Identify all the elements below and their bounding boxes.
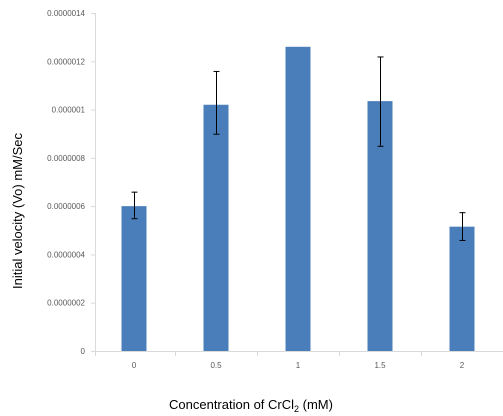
- bar-0.5: [203, 104, 229, 351]
- y-axis-title: Initial velocity (Vo) mM/Sec: [10, 132, 25, 289]
- y-tick-label: 0.0000002: [47, 299, 85, 308]
- y-tick-label: 0: [81, 347, 86, 356]
- bar-0: [121, 206, 147, 351]
- x-tick-label: 1.5: [374, 361, 386, 370]
- x-axis-title-suffix: (mM): [299, 397, 333, 412]
- bar-2: [449, 226, 475, 351]
- error-bar-2: [459, 212, 466, 241]
- x-tick-label: 1: [296, 361, 301, 370]
- y-tick-label: 0.0000006: [47, 202, 85, 211]
- x-tick-label: 0: [132, 361, 137, 370]
- y-tick-label: 0.0000012: [47, 57, 85, 66]
- x-tick-label: 2: [460, 361, 465, 370]
- y-axis-ticks: 0 0.0000002 0.0000004 0.0000006 0.0000008 0.0…: [47, 9, 95, 356]
- x-tick-label: 0.5: [210, 361, 222, 370]
- bar-1: [285, 46, 311, 352]
- error-bars: [131, 56, 466, 241]
- y-tick-label: 0.000001: [52, 106, 86, 115]
- error-bar-0: [131, 191, 138, 220]
- error-bar-0.5: [213, 70, 220, 135]
- x-axis-title-subscript: 2: [294, 404, 299, 414]
- y-tick-label: 0.0000014: [47, 9, 85, 18]
- x-axis-ticks: 0 0.5 1 1.5 2: [95, 351, 465, 370]
- x-axis-title: Concentration of CrCl2 (mM): [169, 397, 333, 414]
- x-axis-title-prefix: Concentration of CrCl: [169, 397, 294, 412]
- y-tick-label: 0.0000004: [47, 250, 85, 259]
- y-tick-label: 0.0000008: [47, 154, 85, 163]
- bars: [121, 46, 475, 352]
- error-bar-1.5: [377, 56, 384, 147]
